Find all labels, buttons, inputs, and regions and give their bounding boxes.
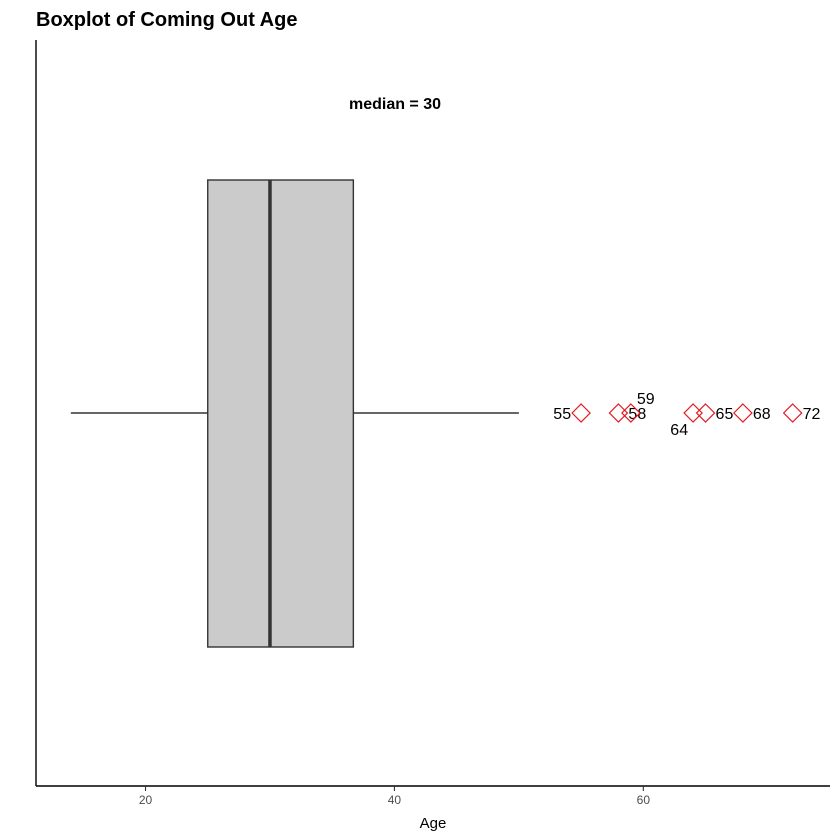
outlier-point	[683, 403, 703, 423]
outlier-label: 55	[553, 406, 571, 423]
outlier-label: 68	[753, 406, 771, 423]
median-annotation: median = 30	[349, 96, 441, 113]
outlier-point	[608, 403, 629, 423]
outlier-point	[782, 403, 803, 423]
outlier-point	[621, 403, 641, 423]
x-tick-label: 20	[139, 793, 153, 807]
outlier-label: 65	[716, 406, 734, 423]
x-tick-label: 60	[637, 793, 651, 807]
outlier-label: 64	[670, 422, 688, 439]
outlier-point	[733, 403, 753, 423]
outlier-label: 72	[803, 406, 821, 423]
outlier-label: 59	[637, 391, 655, 408]
outlier-label: 58	[628, 406, 646, 423]
iqr-box	[207, 179, 355, 648]
outlier-point	[571, 403, 591, 423]
chart-title: Boxplot of Coming Out Age	[36, 9, 297, 31]
outlier-point	[695, 403, 716, 423]
x-tick-label: 40	[388, 793, 402, 807]
x-axis-label: Age	[420, 815, 447, 832]
